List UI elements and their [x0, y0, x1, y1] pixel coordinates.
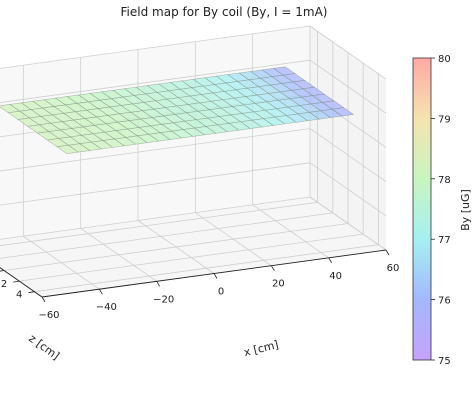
x-tick [98, 288, 103, 295]
y-grid-line-floor [19, 233, 364, 282]
colorbar-label: By [uG] [459, 189, 472, 231]
y-grid-line-floor [0, 201, 318, 247]
x-tick [270, 265, 275, 271]
floor-pane [0, 197, 386, 297]
y-tick [13, 280, 20, 283]
surface-cell [331, 107, 355, 117]
x-tick-label: −60 [38, 310, 59, 321]
colorbar-tick-label: 76 [438, 296, 451, 307]
z-grid-line-back [0, 25, 311, 69]
colorbar: 75 76 77 78 79 80 By [uG] [412, 54, 472, 367]
y-tick [0, 270, 5, 272]
colorbar-gradient [412, 57, 432, 361]
x-tick-label: −40 [96, 302, 117, 313]
y-grid-line-floor [0, 212, 333, 259]
y-tick [28, 291, 35, 294]
colorbar-tick-label: 75 [438, 356, 451, 367]
x-tick [385, 249, 390, 256]
z-grid-line-side [309, 162, 387, 217]
x-tick-label: 0 [218, 287, 224, 298]
x-tick [41, 296, 46, 303]
x-tick [156, 281, 161, 287]
surface-plot [0, 66, 355, 154]
x-tick-label: −20 [153, 294, 174, 305]
z-grid-line-side [309, 59, 387, 114]
z-grid-line-back [0, 196, 311, 240]
x-tick [213, 273, 218, 279]
colorbar-tick-label: 79 [438, 114, 451, 125]
z-grid-line-back [0, 59, 311, 103]
colorbar-tick-label: 78 [438, 175, 451, 186]
y-grid-line-floor [34, 244, 379, 293]
z-grid-line-side [309, 25, 387, 80]
z-grid-line-back [0, 128, 311, 172]
x-tick-label: 20 [272, 279, 285, 290]
y-grid-line-floor [3, 223, 349, 271]
y-axis-label: z [cm] [26, 332, 62, 363]
y-tick-label: 4 [16, 290, 22, 301]
chart-title: Field map for By coil (By, I = 1mA) [121, 5, 328, 19]
x-tick-label: 40 [329, 271, 342, 282]
colorbar-tick-label: 77 [438, 235, 451, 246]
z-grid-line-side [309, 128, 387, 182]
colorbar-ticks: 75 76 77 78 79 80 [431, 54, 451, 367]
z-grid-line-side [309, 196, 387, 251]
z-grid-line-back [0, 162, 311, 206]
colorbar-tick-label: 80 [438, 54, 451, 65]
x-axis-label: x [cm] [242, 338, 279, 359]
x-tick [328, 257, 333, 264]
y-tick-label: 2 [1, 279, 7, 290]
axis-panes [0, 26, 386, 297]
x-tick-label: 60 [387, 263, 400, 274]
